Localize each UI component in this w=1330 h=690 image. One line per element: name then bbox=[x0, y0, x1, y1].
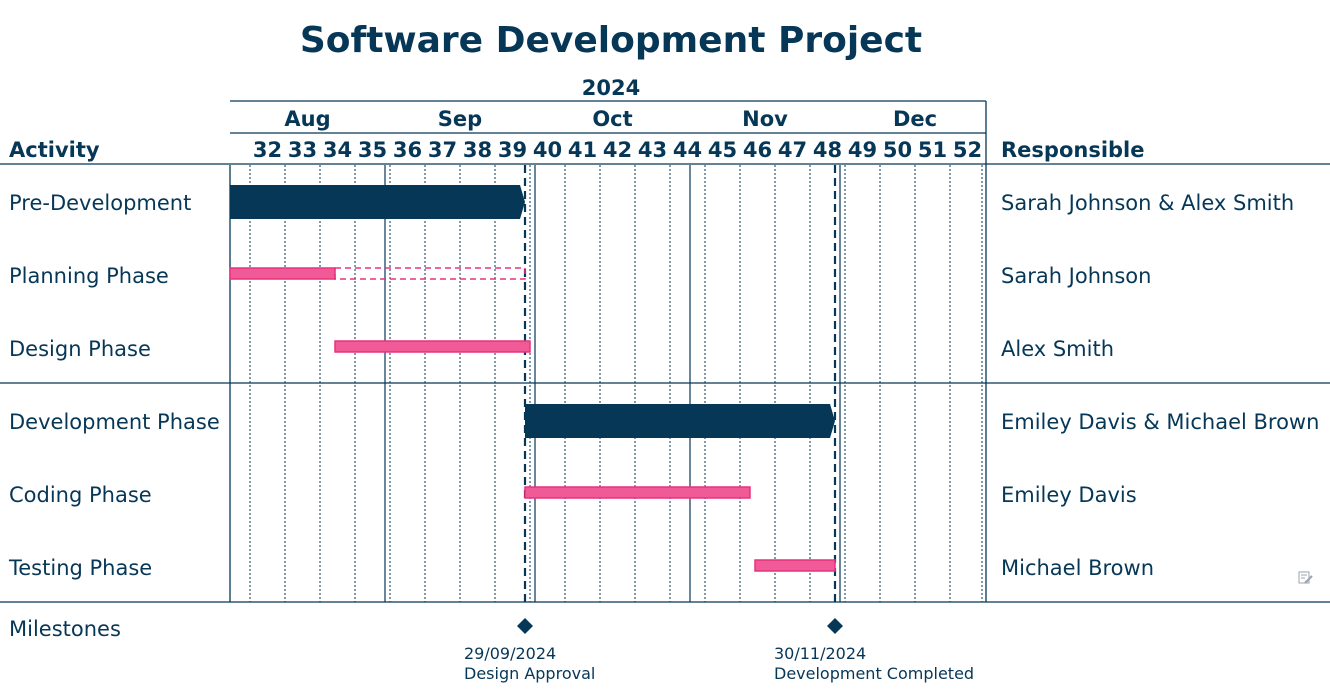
week-label: 41 bbox=[568, 138, 597, 162]
week-label: 45 bbox=[708, 138, 737, 162]
activity-label: Design Phase bbox=[9, 337, 151, 361]
edit-icon[interactable] bbox=[1298, 571, 1313, 584]
week-label: 51 bbox=[918, 138, 947, 162]
responsible-label: Michael Brown bbox=[1001, 556, 1154, 580]
week-label: 48 bbox=[813, 138, 842, 162]
responsible-label: Sarah Johnson bbox=[1001, 264, 1151, 288]
week-label: 33 bbox=[288, 138, 317, 162]
summary-bar bbox=[525, 404, 835, 438]
activity-label: Testing Phase bbox=[8, 556, 152, 580]
edit-icon-part bbox=[1304, 575, 1313, 584]
task-bar-remaining bbox=[334, 267, 526, 280]
activity-label: Coding Phase bbox=[9, 483, 152, 507]
week-label: 47 bbox=[778, 138, 807, 162]
milestone-date: 30/11/2024 bbox=[774, 644, 866, 663]
summary-bar bbox=[230, 185, 525, 219]
activity-label: Planning Phase bbox=[9, 264, 169, 288]
task-bar bbox=[334, 340, 531, 353]
edit-icon-part bbox=[1298, 571, 1310, 584]
responsible-label: Alex Smith bbox=[1001, 337, 1114, 361]
milestone-diamond bbox=[827, 618, 843, 634]
milestones-label: Milestones bbox=[9, 617, 121, 641]
week-label: 38 bbox=[463, 138, 492, 162]
week-label: 37 bbox=[428, 138, 457, 162]
week-label: 35 bbox=[358, 138, 387, 162]
activity-label: Pre-Development bbox=[9, 191, 191, 215]
task-bar-progress bbox=[229, 267, 336, 280]
week-label: 44 bbox=[673, 138, 702, 162]
week-label: 50 bbox=[883, 138, 912, 162]
activity-header: Activity bbox=[9, 138, 100, 162]
month-label: Oct bbox=[592, 107, 632, 131]
milestone-label: Development Completed bbox=[774, 664, 974, 683]
week-label: 40 bbox=[533, 138, 562, 162]
responsible-label: Emiley Davis & Michael Brown bbox=[1001, 410, 1319, 434]
chart-title: Software Development Project bbox=[300, 20, 922, 61]
task-bar bbox=[524, 486, 751, 499]
month-label: Sep bbox=[438, 107, 482, 131]
week-label: 42 bbox=[603, 138, 632, 162]
responsible-header: Responsible bbox=[1001, 138, 1145, 162]
week-label: 34 bbox=[323, 138, 352, 162]
milestone-diamond bbox=[517, 618, 533, 634]
month-label: Dec bbox=[893, 107, 937, 131]
week-label: 46 bbox=[743, 138, 772, 162]
year-label: 2024 bbox=[582, 76, 640, 100]
week-label: 36 bbox=[393, 138, 422, 162]
week-label: 52 bbox=[953, 138, 982, 162]
week-label: 49 bbox=[848, 138, 877, 162]
week-label: 43 bbox=[638, 138, 667, 162]
milestone-label: Design Approval bbox=[464, 664, 595, 683]
week-label: 32 bbox=[253, 138, 282, 162]
month-label: Aug bbox=[284, 107, 330, 131]
activity-label: Development Phase bbox=[9, 410, 220, 434]
responsible-label: Sarah Johnson & Alex Smith bbox=[1001, 191, 1294, 215]
month-label: Nov bbox=[742, 107, 788, 131]
milestone-date: 29/09/2024 bbox=[464, 644, 556, 663]
responsible-label: Emiley Davis bbox=[1001, 483, 1137, 507]
week-label: 39 bbox=[498, 138, 527, 162]
task-bar bbox=[754, 559, 836, 572]
